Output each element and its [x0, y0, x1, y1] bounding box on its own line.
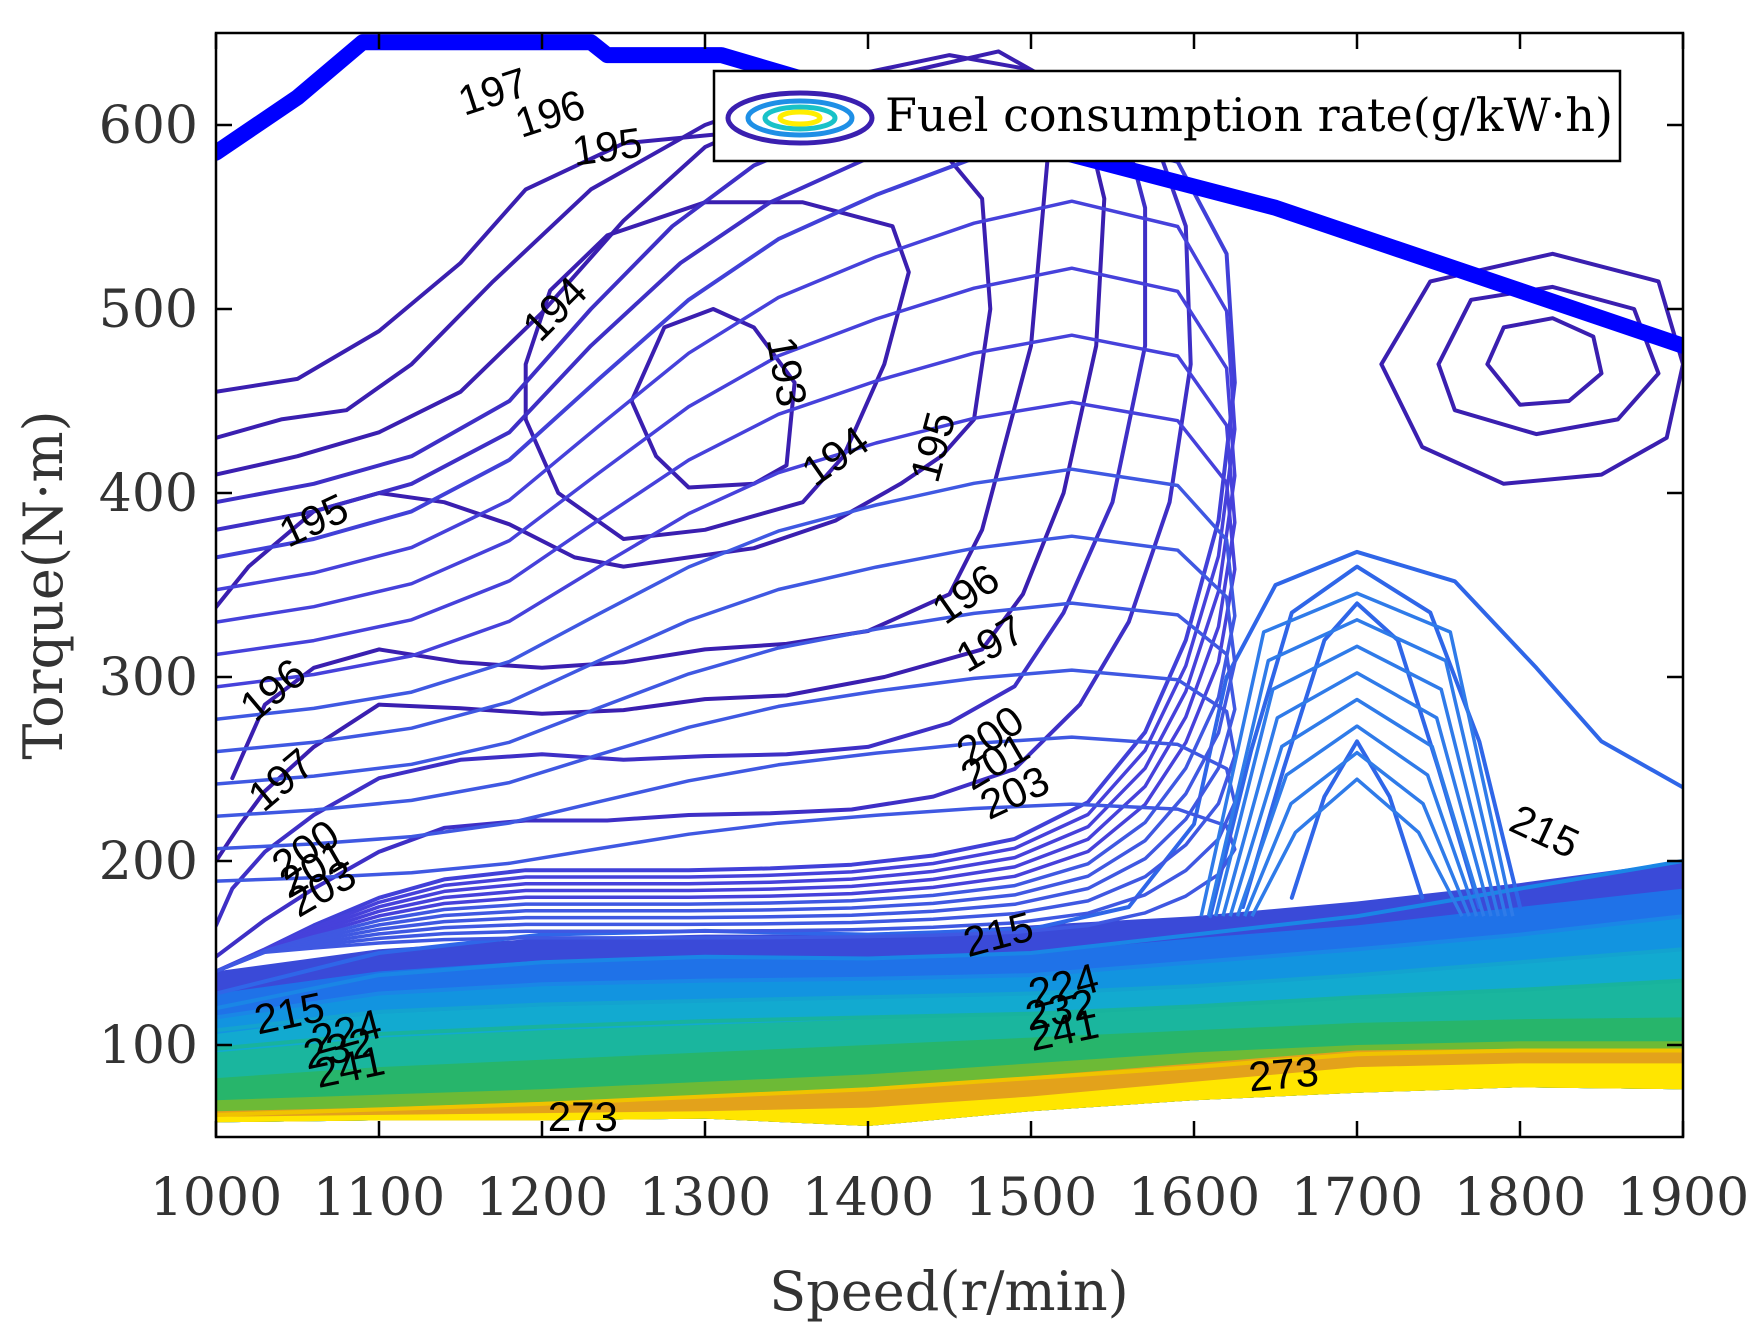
contour-label-2: 195	[569, 118, 645, 174]
y-tick-label-400: 400	[99, 464, 198, 524]
contour-line-peak-3	[1214, 644, 1500, 917]
legend-label: Fuel consumption rate(g/kW·h)	[885, 88, 1613, 142]
x-tick-label-1100: 1100	[313, 1168, 445, 1228]
fill-band-7	[216, 1048, 1683, 1126]
contour-line-224-13	[216, 914, 1683, 1020]
contour-line-241-15	[216, 978, 1683, 1051]
contour-line-196-18	[1436, 284, 1661, 437]
x-tick-label-1300: 1300	[639, 1168, 771, 1228]
x-tick-label-1800: 1800	[1454, 1168, 1586, 1228]
x-tick-label-1700: 1700	[1291, 1168, 1423, 1228]
y-tick-label-100: 100	[99, 1016, 198, 1076]
x-axis-label: Speed(r/min)	[769, 1260, 1128, 1323]
contour-line-dense-3	[216, 333, 1237, 974]
external-characteristic-line	[216, 34, 1683, 354]
fill-band-8	[216, 1063, 1683, 1126]
contour-line-dense-4	[216, 400, 1237, 974]
contour-line-215-11	[216, 549, 1683, 996]
contour-line-273-16	[216, 1048, 1683, 1117]
external-characteristic-curve	[216, 34, 1683, 354]
contour-line-207-7	[216, 132, 1237, 974]
contour-line-peak-7	[1243, 750, 1471, 917]
y-tick-label-200: 200	[99, 832, 198, 892]
contour-line-197-4	[216, 49, 1107, 863]
contour-line-peak-5	[1228, 697, 1486, 917]
contour-line-194-1	[523, 200, 911, 541]
contour-label-26: 273	[1247, 1047, 1321, 1100]
axis-ticks: 1000 1100 1200 1300 1400 1500 1600 1700 1800 1900…	[99, 33, 1749, 1228]
contour-line-195-17	[1485, 316, 1604, 407]
contour-label-text-273: 273	[1247, 1047, 1321, 1100]
y-tick-label-600: 600	[99, 96, 198, 156]
x-tick-label-1200: 1200	[476, 1168, 608, 1228]
contour-label-27: 273	[548, 1093, 618, 1140]
axes-box	[214, 31, 1685, 1139]
contour-line-195-2	[216, 123, 993, 610]
contour-label-text-195: 195	[569, 118, 645, 174]
legend-swatch-icon	[725, 90, 875, 146]
contour-line-dense-6	[216, 534, 1237, 974]
contour-line-dense-2	[216, 266, 1237, 974]
contour-line-196-3	[216, 53, 1050, 781]
contour-line-210-10	[1208, 564, 1522, 919]
contour-line-203-6	[216, 100, 1193, 959]
legend-box	[712, 69, 1622, 163]
contour-line-197-19	[1379, 251, 1683, 486]
contour-line-peak-2	[1206, 618, 1508, 917]
contour-line-peak-4	[1221, 671, 1493, 917]
x-tick-label-1400: 1400	[802, 1168, 934, 1228]
contour-line-peak-8	[1250, 777, 1464, 918]
contour-line-dense-7	[216, 601, 1237, 974]
x-tick-label-1600: 1600	[1128, 1168, 1260, 1228]
contour-line-dense-5	[216, 467, 1237, 974]
contour-line-peak-6	[1235, 724, 1479, 917]
contour-line-dense-10	[216, 802, 1237, 974]
contour-line-dense-1	[216, 199, 1237, 973]
contour-label-text-273: 273	[548, 1093, 618, 1140]
x-tick-label-1000: 1000	[150, 1168, 282, 1228]
x-tick-label-1500: 1500	[965, 1168, 1097, 1228]
y-tick-label-300: 300	[99, 648, 198, 708]
contour-lines	[216, 49, 1683, 1117]
x-tick-label-1900: 1900	[1617, 1168, 1749, 1228]
contour-line-200-5	[216, 71, 1148, 928]
contour-line-220-12	[216, 859, 1683, 1011]
contour-line-210-8	[1289, 739, 1425, 900]
y-axis-label: Torque(N·m)	[12, 410, 75, 759]
contour-line-dense-8	[216, 668, 1237, 974]
contour-line-232-14	[216, 947, 1683, 1033]
y-tick-label-500: 500	[99, 280, 198, 340]
contour-line-dense-9	[216, 735, 1237, 974]
legend: Fuel consumption rate(g/kW·h)	[712, 69, 1622, 163]
contour-line-peak-1	[1199, 591, 1515, 917]
